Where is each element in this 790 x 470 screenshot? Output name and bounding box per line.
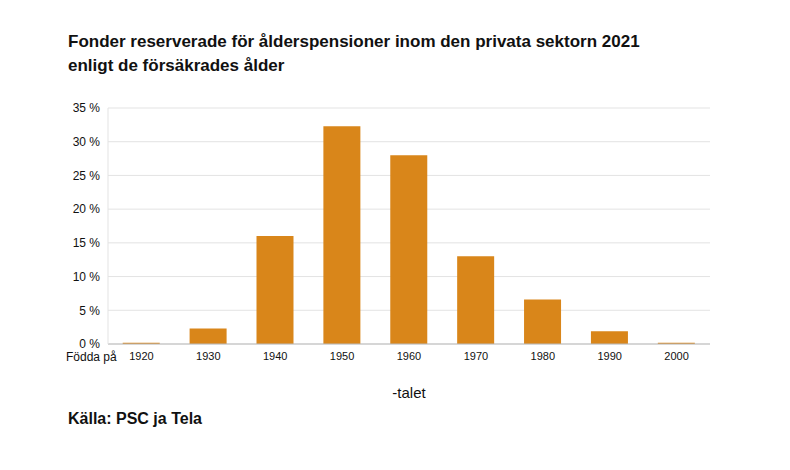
- svg-text:15 %: 15 %: [73, 236, 101, 250]
- html-text:enligt de försäkrades ålder: enligt de försäkrades ålder: [68, 56, 285, 75]
- svg-text:25 %: 25 %: [73, 169, 101, 183]
- svg-text:1970: 1970: [464, 350, 488, 362]
- svg-text:1930: 1930: [196, 350, 220, 362]
- svg-text:20 %: 20 %: [73, 202, 101, 216]
- svg-text:1980: 1980: [531, 350, 555, 362]
- svg-text:1920: 1920: [129, 350, 153, 362]
- svg-text:2000: 2000: [664, 350, 688, 362]
- svg-text:0 %: 0 %: [79, 337, 100, 351]
- svg-text:1960: 1960: [397, 350, 421, 362]
- svg-text:35 %: 35 %: [73, 101, 101, 115]
- html-text:Fonder reserverade för åldersp: Fonder reserverade för ålderspensioner i…: [68, 32, 640, 51]
- html-text:-talet: -talet: [392, 384, 426, 401]
- html-text:Källa: PSC ja Tela: Källa: PSC ja Tela: [68, 410, 202, 427]
- svg-text:1990: 1990: [597, 350, 621, 362]
- svg-text:10 %: 10 %: [73, 270, 101, 284]
- svg-text:30 %: 30 %: [73, 135, 101, 149]
- svg-text:1950: 1950: [330, 350, 354, 362]
- svg-text:1940: 1940: [263, 350, 287, 362]
- svg-text:5 %: 5 %: [79, 304, 100, 318]
- html-text:Födda på: Födda på: [66, 350, 117, 364]
